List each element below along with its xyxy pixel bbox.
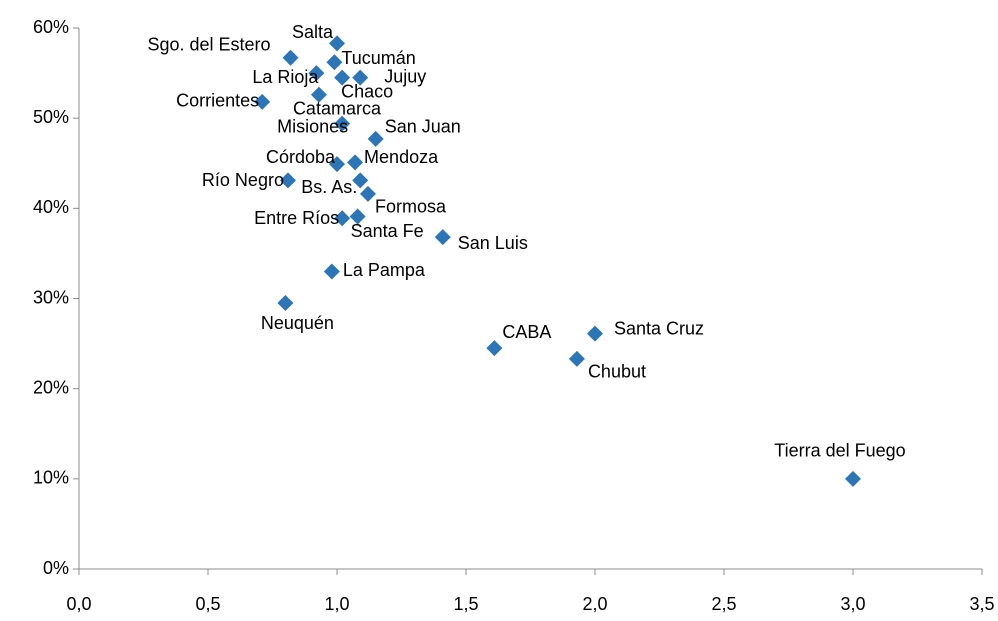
x-tick-label: 1,5 xyxy=(453,594,478,614)
x-tick-label: 2,0 xyxy=(582,594,607,614)
point xyxy=(334,115,351,132)
y-tick-label: 50% xyxy=(33,107,69,127)
y-tick-label: 60% xyxy=(33,17,69,37)
x-tick-label: 0,0 xyxy=(66,594,91,614)
point xyxy=(323,263,340,280)
x-tick-label: 3,5 xyxy=(969,594,994,614)
point xyxy=(334,210,351,227)
point xyxy=(254,93,271,110)
point-label: Salta xyxy=(292,22,334,42)
point xyxy=(347,154,364,171)
point-label: Tucumán xyxy=(341,48,415,68)
point-label: Tierra del Fuego xyxy=(774,441,905,461)
point xyxy=(310,86,327,103)
point xyxy=(587,325,603,342)
point-label: San Luis xyxy=(458,233,528,253)
point-label: Bs. As. xyxy=(301,177,357,197)
x-tick-label: 1,0 xyxy=(324,594,349,614)
point-label: Neuquén xyxy=(261,313,334,333)
y-tick-label: 40% xyxy=(33,197,69,217)
point xyxy=(845,470,861,487)
point xyxy=(349,208,366,225)
y-tick-label: 0% xyxy=(43,558,69,578)
y-tick-label: 10% xyxy=(33,468,69,488)
point-label: Santa Cruz xyxy=(614,318,704,338)
y-tick-label: 30% xyxy=(33,287,69,307)
point-label: Santa Fe xyxy=(351,221,424,241)
point-label: Misiones xyxy=(277,116,348,136)
point-label: CABA xyxy=(502,322,551,342)
point-label: Chaco xyxy=(341,81,393,101)
point-label: Mendoza xyxy=(364,147,439,167)
point-label: San Juan xyxy=(385,117,461,137)
point-label: La Pampa xyxy=(343,260,426,280)
point xyxy=(277,295,294,312)
point xyxy=(367,130,384,147)
point-label: Catamarca xyxy=(293,98,382,118)
y-tick-label: 20% xyxy=(33,377,69,397)
point xyxy=(359,185,376,202)
point-label: Córdoba xyxy=(266,147,336,167)
point xyxy=(352,172,369,189)
point xyxy=(329,35,345,52)
point-label: Chubut xyxy=(588,362,646,382)
point xyxy=(282,49,299,66)
point-label: Jujuy xyxy=(384,66,426,86)
point xyxy=(308,65,325,82)
point xyxy=(329,156,345,173)
point-label: Entre Ríos xyxy=(254,208,339,228)
x-tick-label: 2,5 xyxy=(711,594,736,614)
point xyxy=(434,229,451,246)
point xyxy=(568,350,585,367)
point xyxy=(334,69,351,86)
point-label: Río Negro xyxy=(202,170,284,190)
point xyxy=(326,54,343,71)
x-tick-label: 0,5 xyxy=(195,594,220,614)
point xyxy=(486,340,503,357)
x-tick-label: 3,0 xyxy=(840,594,865,614)
point-label: Sgo. del Estero xyxy=(147,35,270,55)
point xyxy=(352,69,369,86)
point-label: La Rioja xyxy=(252,67,319,87)
point-label: Formosa xyxy=(375,197,447,217)
point xyxy=(279,172,296,189)
point-label: Corrientes xyxy=(176,91,259,111)
